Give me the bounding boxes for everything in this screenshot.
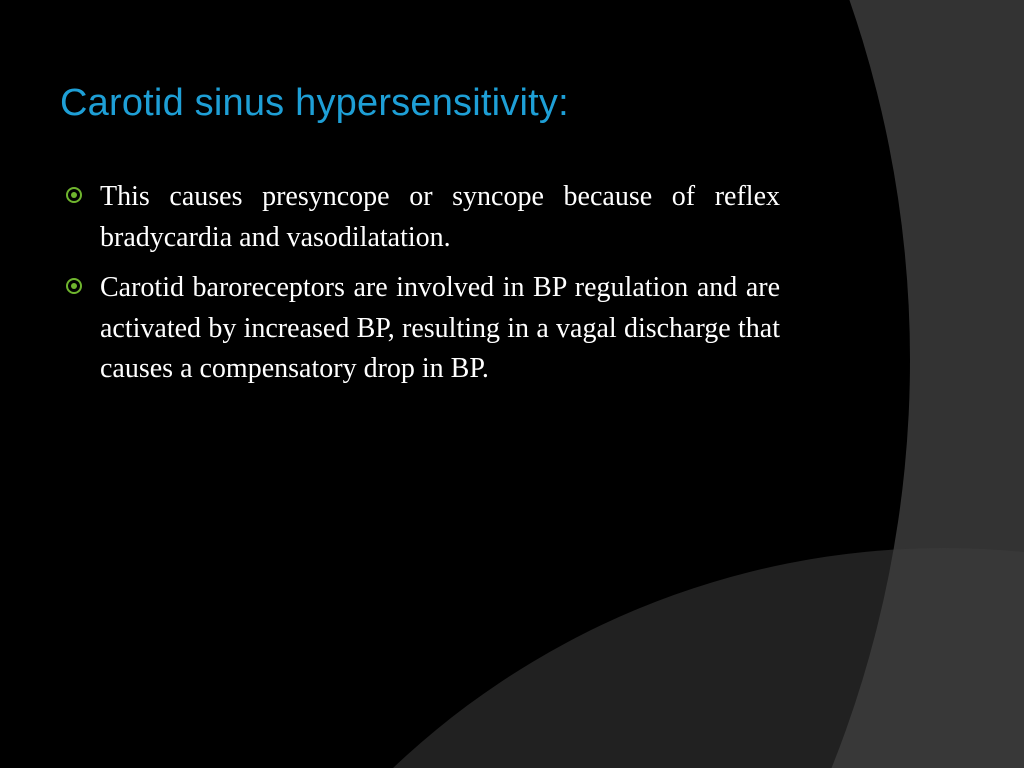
target-bullet-icon	[66, 187, 82, 203]
bullet-text: This causes presyncope or syncope becaus…	[100, 181, 780, 253]
list-item: Carotid baroreceptors are involved in BP…	[60, 268, 780, 390]
slide-title: Carotid sinus hypersensitivity:	[60, 82, 964, 125]
bullet-list: This causes presyncope or syncope becaus…	[60, 177, 780, 390]
list-item: This causes presyncope or syncope becaus…	[60, 177, 780, 258]
bullet-text: Carotid baroreceptors are involved in BP…	[100, 272, 780, 384]
slide-content: Carotid sinus hypersensitivity: This cau…	[0, 0, 1024, 390]
target-bullet-icon	[66, 278, 82, 294]
